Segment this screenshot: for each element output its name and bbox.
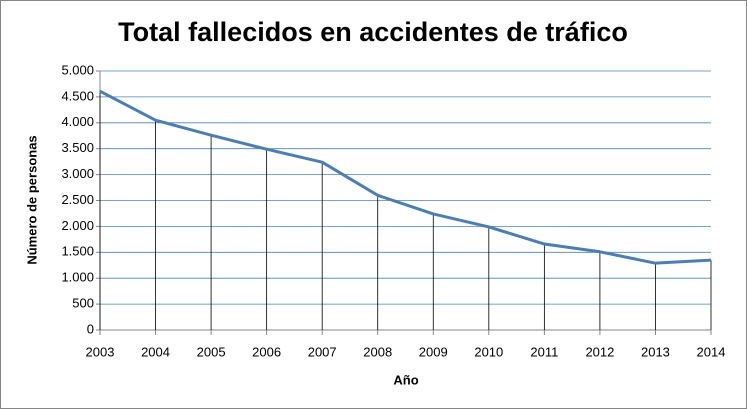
y-tick-label: 3.500 — [61, 140, 94, 155]
y-tick-label: 4.500 — [61, 88, 94, 103]
y-tick-label: 1.000 — [61, 270, 94, 285]
x-tick-label: 2008 — [363, 344, 392, 359]
x-tick-label: 2013 — [641, 344, 670, 359]
y-tick-label: 3.000 — [61, 166, 94, 181]
x-tick-label: 2003 — [86, 344, 115, 359]
x-tick-label: 2012 — [585, 344, 614, 359]
x-tick-label: 2006 — [252, 344, 281, 359]
chart-title: Total fallecidos en accidentes de tráfic… — [118, 17, 628, 47]
y-tick-label: 4.000 — [61, 114, 94, 129]
y-tick-label: 500 — [72, 296, 94, 311]
x-axis-title: Año — [393, 372, 418, 387]
x-tick-label: 2009 — [419, 344, 448, 359]
y-tick-label: 2.000 — [61, 218, 94, 233]
x-tick-label: 2005 — [197, 344, 226, 359]
x-tick-label: 2004 — [141, 344, 170, 359]
series-line — [99, 89, 712, 265]
x-tick-label: 2011 — [530, 344, 558, 359]
x-tick-label: 2010 — [474, 344, 503, 359]
y-tick-label: 1.500 — [61, 244, 94, 259]
y-tick-label: 5.000 — [61, 62, 94, 77]
y-axis-title: Número de personas — [24, 135, 39, 264]
x-tick-label: 2014 — [697, 344, 726, 359]
y-tick-label: 0 — [87, 321, 94, 336]
x-tick-label: 2007 — [308, 344, 337, 359]
y-tick-label: 2.500 — [61, 192, 94, 207]
